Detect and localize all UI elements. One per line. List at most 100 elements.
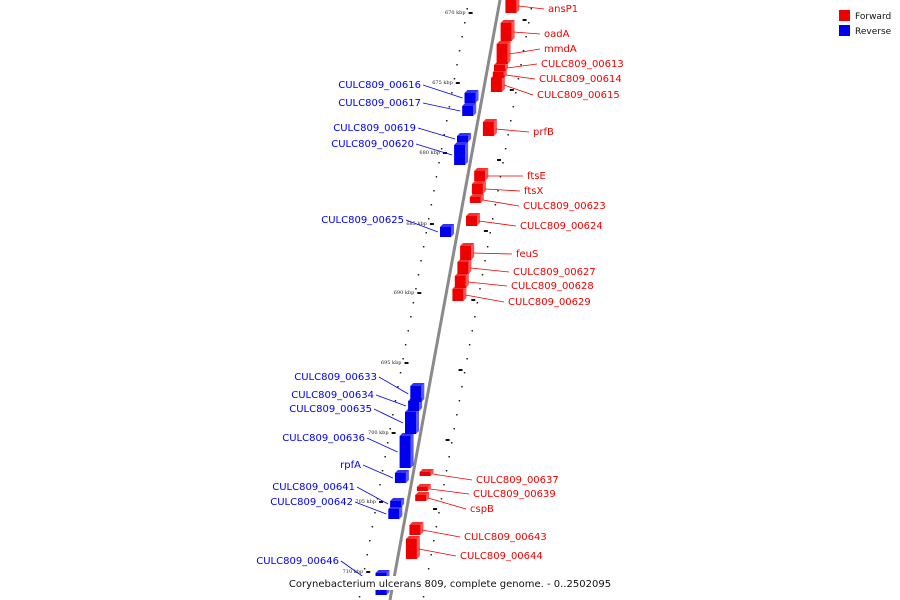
gene-glyph[interactable] <box>466 216 477 226</box>
gene-glyph-side <box>463 286 467 301</box>
gene-label[interactable]: CULC809_00629 <box>508 297 591 308</box>
gene-label[interactable]: CULC809_00617 <box>338 98 421 109</box>
scale-tick-mark <box>366 571 371 573</box>
gene-label[interactable]: prfB <box>533 127 554 138</box>
gene-glyph[interactable] <box>415 495 427 501</box>
gene-label[interactable]: CULC809_00643 <box>464 532 547 543</box>
genome-caption: Corynebacterium ulcerans 809, complete g… <box>289 579 611 590</box>
gene-leader-line <box>429 488 470 495</box>
minor-tick-dot <box>379 484 381 486</box>
gene-label[interactable]: CULC809_00624 <box>520 221 603 232</box>
minor-tick-dot <box>464 22 466 24</box>
gene-glyph[interactable] <box>457 262 469 274</box>
minor-tick-dot <box>489 232 491 234</box>
gene-label[interactable]: CULC809_00634 <box>291 390 374 401</box>
gene-leader-line <box>415 143 453 156</box>
gene-glyph[interactable] <box>419 472 431 476</box>
minor-tick-dot <box>366 554 368 556</box>
gene-leader-line <box>418 548 457 557</box>
gene-glyph[interactable] <box>454 276 466 288</box>
gene-label[interactable]: CULC809_00644 <box>460 551 543 562</box>
gene-glyph[interactable] <box>482 122 494 136</box>
scale-tick-mark <box>483 230 488 232</box>
gene-glyph[interactable] <box>408 401 420 411</box>
gene-leader-line <box>506 63 538 69</box>
gene-glyph[interactable] <box>394 473 406 483</box>
gene-glyph[interactable] <box>464 93 476 103</box>
gene-glyph[interactable] <box>505 0 517 13</box>
gene-glyph[interactable] <box>496 44 508 64</box>
minor-tick-dot <box>507 134 509 136</box>
gene-glyph[interactable] <box>410 386 422 402</box>
gene-label[interactable]: CULC809_00615 <box>537 90 620 101</box>
gene-glyph[interactable] <box>409 525 421 535</box>
gene-glyph[interactable] <box>494 65 505 71</box>
gene-glyph[interactable] <box>399 436 411 468</box>
gene-label[interactable]: CULC809_00646 <box>256 556 339 567</box>
gene-glyph[interactable] <box>388 509 400 519</box>
gene-label[interactable]: CULC809_00613 <box>541 59 624 70</box>
minor-tick-dot <box>394 400 397 402</box>
minor-tick-dot <box>445 470 448 472</box>
gene-label[interactable]: CULC809_00620 <box>331 139 414 150</box>
gene-glyph-top <box>496 41 511 44</box>
gene-glyph-top <box>408 398 423 401</box>
gene-label[interactable]: CULC809_00637 <box>476 475 559 486</box>
gene-glyph-side <box>419 398 423 411</box>
gene-label[interactable]: ftsX <box>524 186 543 197</box>
gene-glyph-side <box>451 224 454 237</box>
minor-tick-dot <box>515 92 517 94</box>
gene-glyph[interactable] <box>500 23 512 41</box>
gene-glyph-top <box>388 506 403 509</box>
gene-leader-line <box>495 128 530 133</box>
gene-label[interactable]: CULC809_00623 <box>523 201 606 212</box>
gene-label[interactable]: rpfA <box>340 460 361 471</box>
gene-glyph[interactable] <box>405 412 416 434</box>
gene-glyph[interactable] <box>462 106 474 116</box>
gene-glyph[interactable] <box>452 289 464 301</box>
scale-tick-label: 705 kbp <box>355 499 376 505</box>
gene-label[interactable]: CULC809_00642 <box>270 497 353 508</box>
gene-glyph[interactable] <box>460 246 472 260</box>
gene-glyph[interactable] <box>390 501 402 507</box>
gene-leader-line <box>473 252 513 255</box>
minor-tick-dot <box>397 386 399 388</box>
minor-tick-dot <box>407 330 409 332</box>
gene-label[interactable]: CULC809_00625 <box>321 215 404 226</box>
gene-label[interactable]: CULC809_00628 <box>511 281 594 292</box>
gene-leader-line <box>509 48 541 55</box>
gene-label[interactable]: cspB <box>470 504 494 515</box>
gene-label[interactable]: CULC809_00636 <box>282 433 365 444</box>
gene-label[interactable]: CULC809_00616 <box>338 80 421 91</box>
gene-label[interactable]: mmdA <box>544 44 577 55</box>
gene-label[interactable]: ftsE <box>527 171 546 182</box>
gene-label[interactable]: ansP1 <box>548 4 578 15</box>
minor-tick-dot <box>520 64 522 66</box>
gene-label[interactable]: CULC809_00614 <box>539 74 622 85</box>
gene-glyph[interactable] <box>490 78 502 92</box>
gene-glyph-top <box>452 286 467 289</box>
gene-label[interactable]: CULC809_00627 <box>513 267 596 278</box>
minor-tick-dot <box>458 50 461 52</box>
gene-glyph[interactable] <box>469 197 481 203</box>
gene-glyph[interactable] <box>457 136 468 142</box>
minor-tick-dot <box>428 218 430 220</box>
gene-label[interactable]: CULC809_00635 <box>289 404 372 415</box>
gene-glyph[interactable] <box>454 145 466 165</box>
gene-glyph[interactable] <box>474 171 486 181</box>
gene-label[interactable]: CULC809_00639 <box>473 489 556 500</box>
minor-tick-dot <box>430 204 433 206</box>
gene-label[interactable]: CULC809_00641 <box>272 482 355 493</box>
minor-tick-dot <box>479 288 481 290</box>
gene-glyph[interactable] <box>405 539 417 559</box>
gene-glyph[interactable] <box>471 184 483 194</box>
scale-tick-label: 700 kbp <box>368 430 389 436</box>
gene-label[interactable]: oadA <box>544 29 570 40</box>
gene-label[interactable]: CULC809_00633 <box>294 372 377 383</box>
minor-tick-dot <box>427 568 430 570</box>
gene-label[interactable]: CULC809_00619 <box>333 123 416 134</box>
gene-glyph[interactable] <box>440 227 451 237</box>
gene-glyph[interactable] <box>416 487 428 491</box>
gene-glyph-top <box>415 492 430 495</box>
gene-label[interactable]: feuS <box>516 249 538 260</box>
